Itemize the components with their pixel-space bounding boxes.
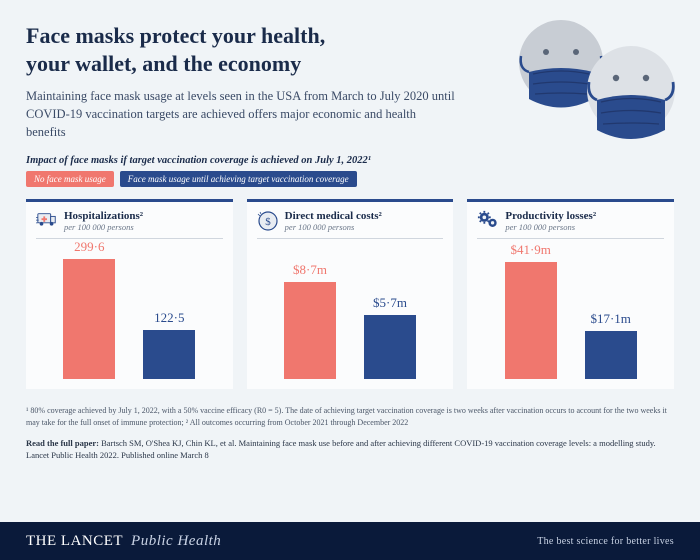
chart-title: Hospitalizations² [64, 210, 143, 222]
chart-subtitle: per 100 000 persons [64, 222, 143, 232]
brand-sub: Public Health [131, 533, 221, 549]
bar-label-with-mask: $17·1m [590, 311, 630, 327]
bar-with-mask: $5·7m [364, 295, 416, 379]
chart-card-2: Productivity losses²per 100 000 persons $… [467, 199, 674, 389]
legend-with-mask: Face mask usage until achieving target v… [120, 171, 357, 187]
svg-text:$: $ [265, 216, 271, 228]
bar-label-with-mask: $5·7m [373, 295, 407, 311]
bar-label-no-mask: $8·7m [293, 262, 327, 278]
chart-subtitle: per 100 000 persons [285, 222, 382, 232]
bar-label-no-mask: $41·9m [510, 242, 550, 258]
bar-with-mask: 122·5 [143, 310, 195, 379]
footnotes: ¹ 80% coverage achieved by July 1, 2022,… [26, 405, 674, 427]
bar-no-mask: $41·9m [505, 242, 557, 379]
citation-text: Bartsch SM, O'Shea KJ, Chin KL, et al. M… [26, 438, 656, 460]
tagline: The best science for better lives [537, 536, 674, 547]
page-subtitle: Maintaining face mask usage at levels se… [26, 87, 456, 141]
bar-label-no-mask: 299·6 [74, 239, 104, 255]
mask-illustration [501, 14, 676, 149]
coin-icon: $ [257, 210, 279, 232]
legend-no-mask: No face mask usage [26, 171, 114, 187]
bar-no-mask: 299·6 [63, 239, 115, 379]
brand: THE LANCET Public Health [26, 533, 221, 550]
chart-title: Productivity losses² [505, 210, 596, 222]
bar-label-with-mask: 122·5 [154, 310, 184, 326]
legend: No face mask usage Face mask usage until… [26, 171, 674, 187]
bar-no-mask: $8·7m [284, 262, 336, 379]
bars-area: 299·6 122·5 [36, 239, 223, 379]
bar-with-mask: $17·1m [585, 311, 637, 379]
chart-title: Direct medical costs² [285, 210, 382, 222]
bars-area: $41·9m $17·1m [477, 239, 664, 379]
chart-subtitle: per 100 000 persons [505, 222, 596, 232]
citation-block: Read the full paper: Bartsch SM, O'Shea … [26, 438, 674, 462]
ambulance-icon [36, 210, 58, 232]
footer-bar: THE LANCET Public Health The best scienc… [0, 522, 700, 560]
brand-main: THE LANCET [26, 533, 123, 549]
charts-row: Hospitalizations²per 100 000 persons299·… [26, 199, 674, 389]
gears-icon [477, 210, 499, 232]
read-label: Read the full paper: [26, 438, 99, 448]
chart-card-0: Hospitalizations²per 100 000 persons 299·… [26, 199, 233, 389]
chart-card-1: $ Direct medical costs²per 100 000 person… [247, 199, 454, 389]
impact-heading: Impact of face masks if target vaccinati… [26, 155, 674, 166]
page-title: Face masks protect your health, your wal… [26, 22, 426, 77]
bars-area: $8·7m $5·7m [257, 239, 444, 379]
